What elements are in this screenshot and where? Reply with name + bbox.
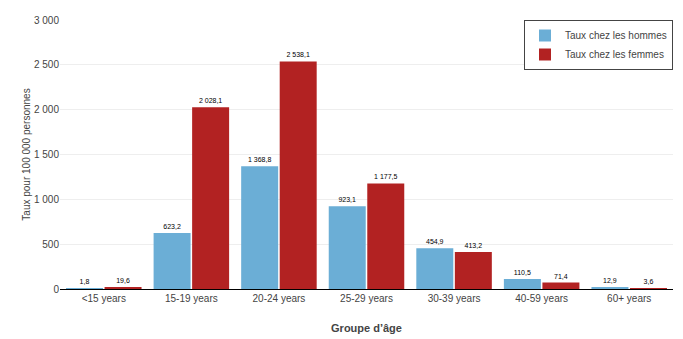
svg-text:25-29 years: 25-29 years	[340, 293, 393, 304]
svg-text:Taux chez les femmes: Taux chez les femmes	[565, 49, 664, 60]
svg-text:2 500: 2 500	[34, 59, 59, 70]
svg-text:Groupe d’âge: Groupe d’âge	[331, 322, 402, 334]
svg-text:2 538,1: 2 538,1	[286, 51, 309, 58]
svg-text:Taux pour 100 000 personnes: Taux pour 100 000 personnes	[21, 88, 32, 220]
svg-text:1 368,8: 1 368,8	[248, 156, 271, 163]
svg-text:413,2: 413,2	[465, 242, 483, 249]
svg-text:Taux chez les hommes: Taux chez les hommes	[565, 30, 667, 41]
svg-text:2 028,1: 2 028,1	[199, 97, 222, 104]
svg-text:12,9: 12,9	[603, 277, 617, 284]
svg-text:30-39 years: 30-39 years	[428, 293, 481, 304]
svg-text:3 000: 3 000	[34, 15, 59, 26]
svg-text:1 000: 1 000	[34, 194, 59, 205]
svg-text:3,6: 3,6	[644, 278, 654, 285]
svg-text:1 177,5: 1 177,5	[374, 173, 397, 180]
svg-text:1 500: 1 500	[34, 149, 59, 160]
svg-text:454,9: 454,9	[426, 238, 444, 245]
svg-text:20-24 years: 20-24 years	[253, 293, 306, 304]
svg-text:500: 500	[42, 239, 59, 250]
svg-text:923,1: 923,1	[338, 196, 356, 203]
svg-text:40-59 years: 40-59 years	[515, 293, 568, 304]
svg-text:19,6: 19,6	[116, 277, 130, 284]
svg-text:0: 0	[53, 284, 59, 295]
svg-text:15-19 years: 15-19 years	[165, 293, 218, 304]
svg-text:71,4: 71,4	[554, 273, 568, 280]
svg-text:623,2: 623,2	[163, 223, 181, 230]
svg-text:2 000: 2 000	[34, 104, 59, 115]
svg-text:60+ years: 60+ years	[607, 293, 651, 304]
svg-text:110,5: 110,5	[514, 269, 531, 276]
svg-text:<15 years: <15 years	[82, 293, 126, 304]
svg-text:1,8: 1,8	[80, 278, 90, 285]
